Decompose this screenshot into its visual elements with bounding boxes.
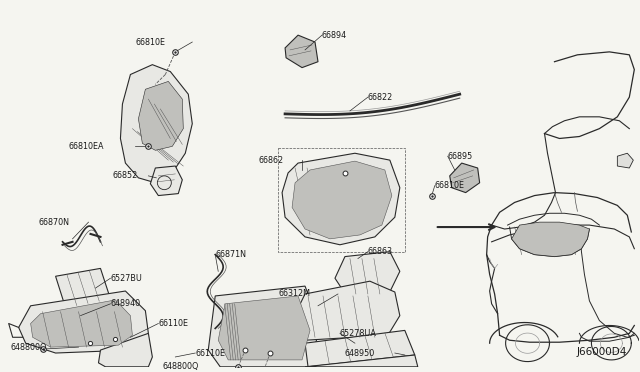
Text: 66862: 66862 [258,155,284,165]
Polygon shape [305,330,415,367]
Polygon shape [208,286,320,367]
Polygon shape [218,296,310,360]
Polygon shape [335,251,400,298]
Polygon shape [150,166,182,196]
Text: 648950: 648950 [345,349,375,357]
Text: 66810E: 66810E [435,181,465,190]
Text: 66895: 66895 [448,152,473,161]
Polygon shape [31,300,132,347]
Text: 66810EA: 66810EA [68,142,104,151]
Text: 66894: 66894 [322,31,347,40]
Polygon shape [99,333,152,367]
Polygon shape [282,153,400,245]
Text: 65278UA: 65278UA [340,329,377,338]
Text: 66871N: 66871N [215,250,246,259]
Text: 66110E: 66110E [158,319,188,328]
Polygon shape [120,65,192,183]
Polygon shape [450,163,479,193]
Polygon shape [285,35,318,68]
Polygon shape [292,281,400,340]
Polygon shape [56,268,111,308]
Polygon shape [305,355,418,367]
Polygon shape [618,153,634,168]
Text: J66000D4: J66000D4 [577,347,627,357]
Polygon shape [511,222,589,257]
Text: 648800Q: 648800Q [11,343,47,352]
Polygon shape [292,161,392,239]
Text: 66110E: 66110E [195,349,225,357]
Text: 6527BU: 6527BU [111,274,142,283]
Text: 66822: 66822 [368,93,393,102]
Text: 648940: 648940 [111,299,141,308]
Text: 66852: 66852 [113,171,138,180]
Text: 648800Q: 648800Q [163,362,198,371]
Polygon shape [138,81,183,150]
Text: 66870N: 66870N [38,218,70,227]
Polygon shape [19,291,148,353]
Text: 66312M: 66312M [278,289,310,298]
Text: 66863: 66863 [368,247,393,256]
Text: 66810E: 66810E [136,38,165,46]
